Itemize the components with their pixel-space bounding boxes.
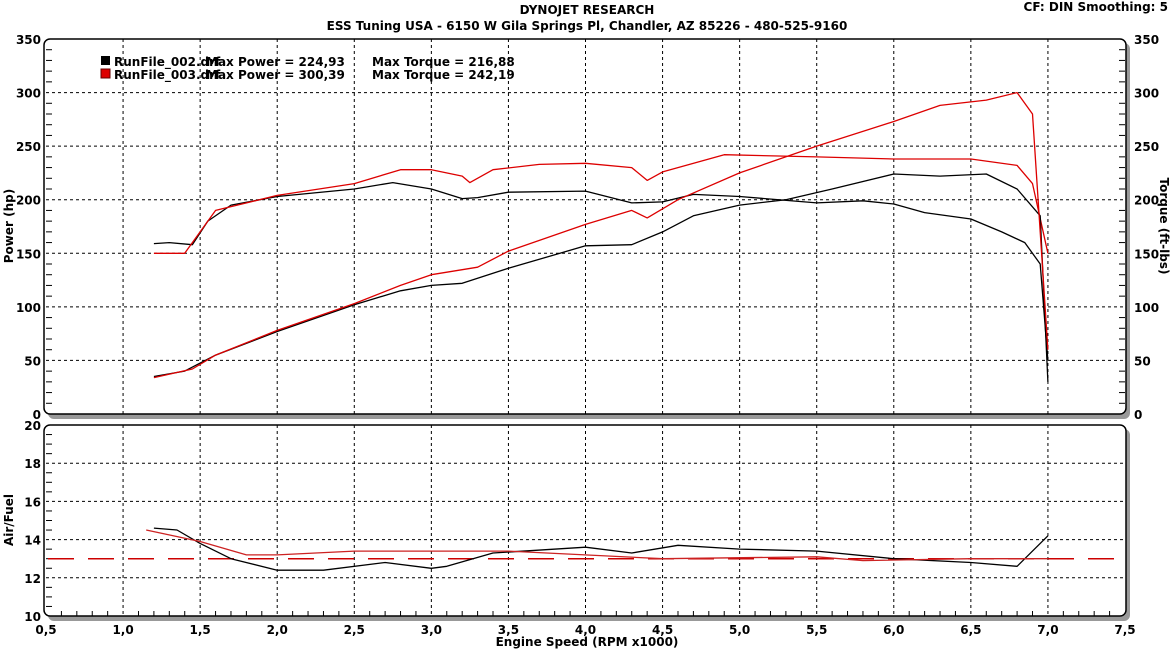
y-tick-label-afr: 18 — [24, 457, 41, 471]
y-tick-label-power: 50 — [24, 354, 41, 368]
y-tick-label-power: 300 — [16, 87, 41, 101]
y-tick-label-torque: 100 — [1134, 301, 1159, 315]
chart-title: DYNOJET RESEARCH — [520, 3, 655, 17]
y-tick-label-afr: 20 — [24, 419, 41, 433]
y-tick-label-power: 0 — [33, 408, 41, 422]
torque-curve-runfile_003 — [153, 154, 1049, 254]
y-tick-label-power: 250 — [16, 140, 41, 154]
y-tick-label-torque: 350 — [1134, 33, 1159, 47]
x-tick-label: 7,5 — [1114, 623, 1135, 637]
x-tick-label: 4,5 — [652, 623, 673, 637]
legend-file-run002: RunFile_002.drf — [114, 55, 221, 70]
y-axis-label-torque: Torque (ft-lbs) — [1157, 178, 1171, 275]
x-tick-label: 3,5 — [498, 623, 519, 637]
x-tick-label: 3,0 — [421, 623, 442, 637]
legend-torque-run003: Max Torque = 242,19 — [372, 68, 515, 82]
y-tick-label-afr: 10 — [24, 610, 41, 624]
legend: RunFile_002.drf Max Power = 224,93 Max T… — [100, 55, 515, 83]
y-axis-label-afr: Air/Fuel — [2, 494, 16, 546]
torque-curve-runfile_002 — [153, 181, 1049, 361]
x-axis-label: Engine Speed (RPM x1000) — [496, 635, 679, 649]
series-lines — [48, 91, 1125, 571]
y-tick-label-torque: 250 — [1134, 140, 1159, 154]
x-tick-label: 5,0 — [729, 623, 750, 637]
x-tick-label: 1,0 — [112, 623, 133, 637]
y-tick-label-afr: 12 — [24, 572, 41, 586]
y-tick-label-power: 100 — [16, 301, 41, 315]
x-tick-label: 1,5 — [190, 623, 211, 637]
grid — [46, 39, 1125, 616]
y-tick-label-power: 200 — [16, 194, 41, 208]
y-tick-label-afr: 14 — [24, 534, 41, 548]
settings-label: CF: DIN Smoothing: 5 — [1024, 0, 1168, 14]
y-tick-label-torque: 150 — [1134, 247, 1159, 261]
chart-subtitle: ESS Tuning USA - 6150 W Gila Springs Pl,… — [327, 19, 848, 33]
power-curve-runfile_002 — [153, 173, 1049, 382]
y-axis-label-power: Power (hp) — [2, 189, 16, 263]
legend-power-run002: Max Power = 224,93 — [206, 55, 345, 69]
legend-torque-run002: Max Torque = 216,88 — [372, 55, 515, 69]
x-tick-label: 7,0 — [1037, 623, 1058, 637]
afr-curve-runfile_002 — [153, 527, 1049, 571]
x-tick-label: 2,0 — [267, 623, 288, 637]
x-tick-label: 6,5 — [960, 623, 981, 637]
y-tick-label-torque: 50 — [1134, 354, 1151, 368]
power-curve-runfile_003 — [153, 91, 1049, 379]
y-tick-label-afr: 16 — [24, 495, 41, 509]
y-tick-label-power: 350 — [16, 33, 41, 47]
legend-power-run003: Max Power = 300,39 — [206, 68, 345, 82]
x-tick-label: 6,0 — [883, 623, 904, 637]
x-tick-label: 0,5 — [35, 623, 56, 637]
x-tick-label: 4,0 — [575, 623, 596, 637]
y-tick-label-torque: 300 — [1134, 87, 1159, 101]
legend-swatch-run002 — [101, 56, 110, 65]
y-tick-label-torque: 0 — [1134, 408, 1142, 422]
y-tick-label-power: 150 — [16, 247, 41, 261]
axis-ticks: 0,5 1,0 1,5 2,0 2,5 3,0 3,5 4,0 4,5 5,0 5,5 6,0 6,5 7… — [16, 33, 1159, 637]
x-tick-label: 5,5 — [806, 623, 827, 637]
y-tick-label-torque: 200 — [1134, 194, 1159, 208]
x-tick-label: 2,5 — [344, 623, 365, 637]
afr-curve-runfile_003 — [146, 529, 1048, 562]
legend-file-run003: RunFile_003.drf — [114, 68, 221, 83]
legend-swatch-run003 — [100, 68, 111, 79]
